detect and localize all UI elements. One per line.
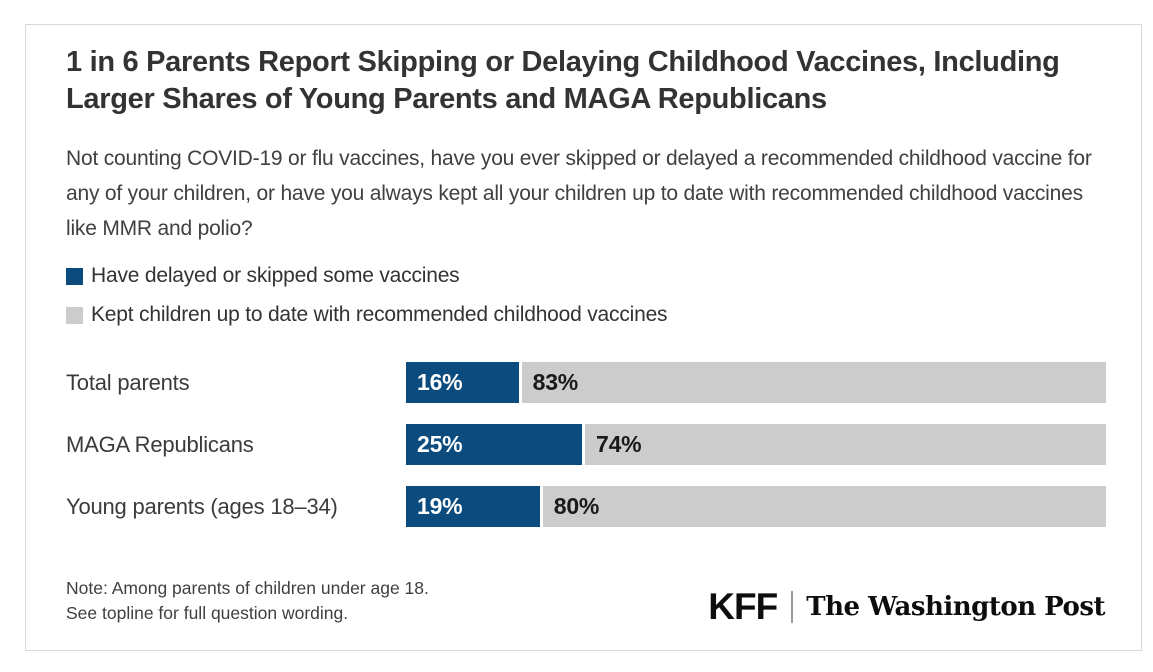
footnote-line-2: See topline for full question wording.	[66, 603, 349, 623]
legend-item: Have delayed or skipped some vaccines	[66, 264, 667, 287]
bar-segment: 83%	[521, 362, 1106, 403]
chart-row: Total parents 16% 83%	[66, 362, 1110, 403]
bar-segment: 74%	[585, 424, 1106, 465]
footnote: Note: Among parents of children under ag…	[66, 576, 429, 626]
footnote-line-1: Note: Among parents of children under ag…	[66, 578, 429, 598]
kff-logo: KFF	[708, 586, 778, 627]
legend-label: Have delayed or skipped some vaccines	[91, 264, 460, 287]
legend-swatch-icon	[66, 306, 83, 324]
bar-value-label: 83%	[532, 369, 579, 395]
bar-segment: 19%	[406, 486, 540, 527]
chart-rows: Total parents 16% 83% MAGA Republicans 25% 74…	[66, 362, 1110, 548]
category-label: Young parents (ages 18–34)	[66, 493, 338, 519]
bar-track: 25% 74%	[406, 424, 1110, 465]
legend-swatch-icon	[66, 267, 83, 285]
bar-segment: 25%	[406, 424, 582, 465]
bar-track: 16% 83%	[406, 362, 1110, 403]
chart-title: 1 in 6 Parents Report Skipping or Delayi…	[66, 46, 1060, 115]
bar-value-label: 74%	[596, 431, 642, 457]
bar-value-label: 25%	[417, 431, 463, 457]
category-label: MAGA Republicans	[66, 431, 254, 457]
bar-value-label: 80%	[553, 493, 600, 519]
legend-label: Kept children up to date with recommende…	[91, 303, 668, 326]
bar-value-label: 19%	[417, 493, 463, 519]
chart-card: 1 in 6 Parents Report Skipping or Delayi…	[25, 24, 1142, 651]
logo-separator	[791, 591, 794, 623]
legend: Have delayed or skipped some vaccines Kep…	[66, 264, 668, 343]
chart-row: Young parents (ages 18–34) 19% 80%	[66, 486, 1110, 527]
bar-segment: 80%	[542, 486, 1106, 527]
chart-row: MAGA Republicans 25% 74%	[66, 424, 1110, 465]
source-logos: KFF The Washington Post	[708, 586, 1105, 628]
bar-track: 19% 80%	[406, 486, 1110, 527]
survey-question: Not counting COVID-19 or flu vaccines, h…	[66, 147, 1092, 240]
legend-item: Kept children up to date with recommende…	[66, 303, 668, 326]
bar-value-label: 16%	[417, 369, 463, 395]
washington-post-logo: The Washington Post	[806, 592, 1105, 622]
category-label: Total parents	[66, 369, 190, 395]
bar-segment: 16%	[406, 362, 519, 403]
